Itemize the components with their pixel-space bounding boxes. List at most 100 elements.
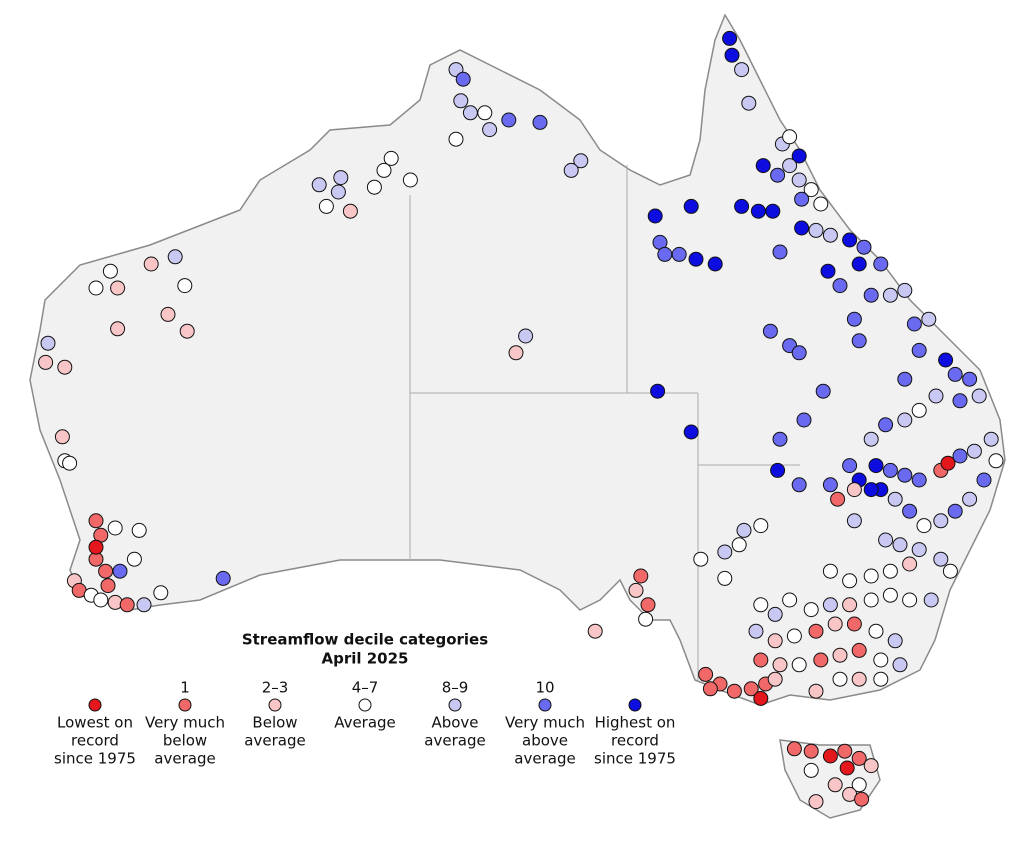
station — [772, 657, 788, 673]
station — [671, 246, 687, 262]
station — [822, 597, 838, 613]
station — [832, 671, 848, 687]
station — [722, 30, 738, 46]
station — [160, 306, 176, 322]
station — [928, 388, 944, 404]
station — [868, 623, 884, 639]
station — [902, 592, 918, 608]
station — [794, 220, 810, 236]
station — [846, 616, 862, 632]
station — [112, 563, 128, 579]
station — [731, 537, 747, 553]
station — [462, 105, 478, 121]
station — [782, 592, 798, 608]
station — [882, 462, 898, 478]
station — [983, 431, 999, 447]
legend-decile: 10 — [535, 679, 554, 697]
station — [767, 671, 783, 687]
station — [837, 743, 853, 759]
station — [827, 777, 843, 793]
station — [753, 690, 769, 706]
station — [153, 585, 169, 601]
station — [887, 491, 903, 507]
station — [770, 167, 786, 183]
state-borders — [409, 165, 800, 680]
station — [966, 443, 982, 459]
legend-label: average — [514, 750, 575, 768]
station — [98, 563, 114, 579]
station — [501, 112, 517, 128]
station — [724, 47, 740, 63]
station — [911, 542, 927, 558]
station — [167, 249, 183, 265]
station — [846, 311, 862, 327]
legend-label: Highest on — [595, 714, 676, 732]
station — [782, 129, 798, 145]
station — [887, 633, 903, 649]
station — [842, 232, 858, 248]
legend-label: Average — [334, 714, 396, 732]
station — [455, 71, 471, 87]
station — [366, 179, 382, 195]
station — [962, 371, 978, 387]
legend-label: Very much — [505, 714, 585, 732]
station — [863, 568, 879, 584]
station — [57, 359, 73, 375]
station — [131, 522, 147, 538]
station — [765, 203, 781, 219]
station — [815, 383, 831, 399]
legend-title: Streamflow decile categories — [242, 631, 488, 649]
station — [822, 563, 838, 579]
legend-decile: 4–7 — [352, 679, 379, 697]
station — [482, 122, 498, 138]
station — [753, 597, 769, 613]
station — [808, 683, 824, 699]
station — [906, 316, 922, 332]
station — [786, 741, 802, 757]
station — [873, 652, 889, 668]
station — [933, 513, 949, 529]
station — [782, 158, 798, 174]
station — [563, 162, 579, 178]
station — [376, 162, 392, 178]
station — [938, 352, 954, 368]
legend-swatch — [178, 698, 192, 712]
legend-label: record — [611, 732, 659, 750]
station — [820, 263, 836, 279]
station — [947, 503, 963, 519]
station — [822, 748, 838, 764]
station — [518, 328, 534, 344]
station — [508, 345, 524, 361]
station — [215, 570, 231, 586]
station — [698, 666, 714, 682]
legend-swatch — [538, 698, 552, 712]
legend-decile: 8–9 — [442, 679, 469, 697]
station — [842, 458, 858, 474]
station — [916, 518, 932, 534]
station — [863, 758, 879, 774]
station — [911, 342, 927, 358]
station — [88, 280, 104, 296]
station — [791, 345, 807, 361]
station — [882, 563, 898, 579]
station — [177, 278, 193, 294]
station — [311, 177, 327, 193]
station — [136, 597, 152, 613]
station — [688, 251, 704, 267]
station — [971, 388, 987, 404]
station — [878, 417, 894, 433]
station — [453, 93, 469, 109]
legend-decile: 2–3 — [262, 679, 289, 697]
station — [830, 491, 846, 507]
station — [902, 556, 918, 572]
legend-label: above — [522, 732, 568, 750]
station — [892, 657, 908, 673]
station — [767, 606, 783, 622]
legend-label: average — [424, 732, 485, 750]
station — [734, 198, 750, 214]
station — [750, 203, 766, 219]
station — [753, 652, 769, 668]
station — [808, 222, 824, 238]
station — [762, 323, 778, 339]
